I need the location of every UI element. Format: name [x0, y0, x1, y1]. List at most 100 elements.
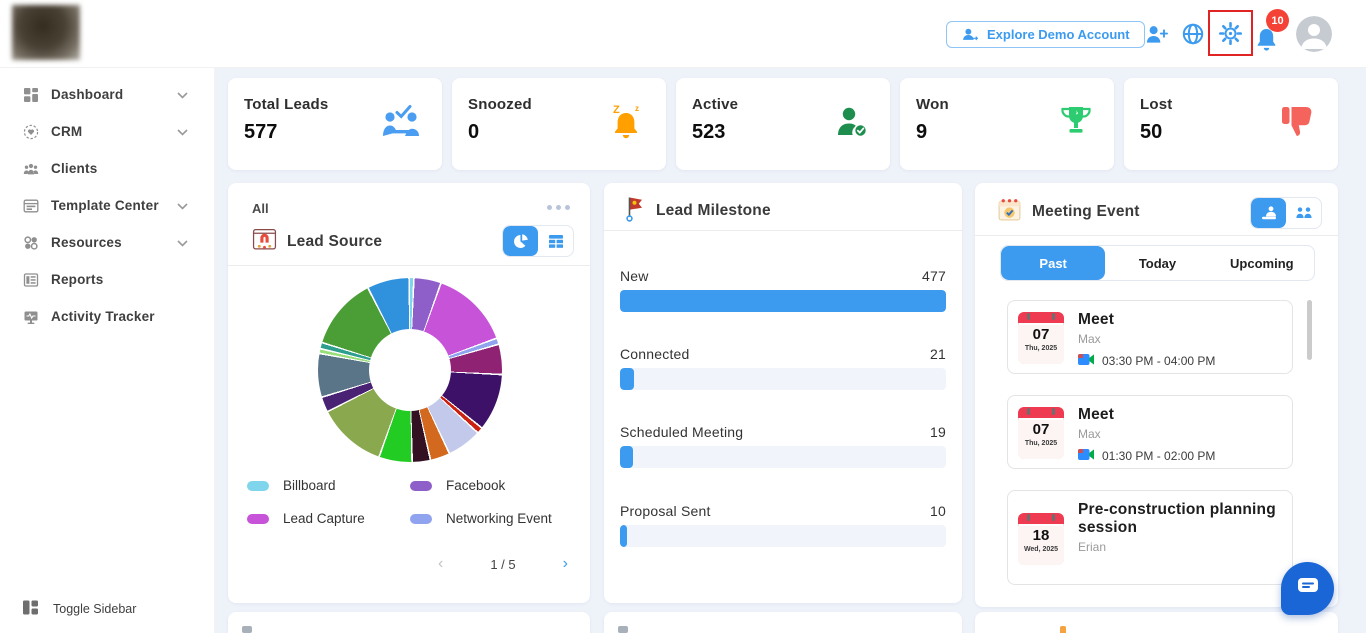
milestone-value: 10 — [930, 503, 946, 519]
milestone-row: Proposal Sent 10 — [620, 503, 946, 547]
sidebar-item-dashboard[interactable]: Dashboard — [0, 76, 214, 113]
sidebar-item-template-center[interactable]: Template Center — [0, 187, 214, 224]
lead-source-menu-button[interactable] — [547, 205, 570, 210]
table-view-button[interactable] — [538, 226, 573, 256]
meeting-person: Max — [1078, 427, 1101, 441]
sidebar-item-label: CRM — [51, 124, 83, 139]
sidebar-item-label: Reports — [51, 272, 104, 287]
tab-past[interactable]: Past — [1001, 246, 1106, 280]
meeting-tabs: Past Today Upcoming — [1000, 245, 1315, 281]
stat-card-lost[interactable]: Lost 50 — [1124, 78, 1338, 170]
meeting-date-label: Thu, 2025 — [1024, 440, 1058, 447]
settings-highlight-box — [1208, 10, 1253, 56]
meeting-list-scrollbar[interactable] — [1307, 300, 1312, 360]
meeting-date-label: Wed, 2025 — [1023, 546, 1059, 553]
google-meet-icon — [1078, 448, 1094, 464]
meeting-person: Erian — [1078, 540, 1107, 554]
company-logo[interactable] — [12, 5, 80, 60]
milestone-bar-fill — [620, 290, 946, 312]
stat-label: Snoozed — [468, 96, 532, 113]
svg-text:Z: Z — [613, 104, 620, 116]
stat-card-total-leads[interactable]: Total Leads 577 — [228, 78, 442, 170]
lost-thumbs-down-icon — [1280, 104, 1318, 145]
stat-value: 0 — [468, 121, 480, 143]
sidebar-item-reports[interactable]: Reports — [0, 261, 214, 298]
milestone-row: Connected 21 — [620, 346, 946, 390]
lead-source-icon — [252, 227, 277, 257]
meeting-item[interactable]: 07 Thu, 2025 Meet Max 03:30 PM - 04:00 P… — [1007, 300, 1293, 374]
meeting-date-icon: 18 Wed, 2025 — [1018, 513, 1064, 565]
pie-view-button[interactable] — [503, 226, 538, 256]
sidebar-item-label: Template Center — [51, 198, 159, 213]
sidebar-item-activity-tracker[interactable]: Activity Tracker — [0, 298, 214, 335]
sidebar-item-clients[interactable]: Clients — [0, 150, 214, 187]
meeting-day: 18 — [1032, 527, 1050, 544]
pagination-prev-arrow[interactable]: ‹ — [438, 555, 444, 572]
sidebar-item-label: Activity Tracker — [51, 309, 155, 324]
milestone-value: 21 — [930, 346, 946, 362]
add-user-icon[interactable] — [1145, 24, 1168, 45]
toggle-sidebar-icon — [22, 599, 39, 619]
explore-demo-account-button[interactable]: Explore Demo Account — [946, 21, 1145, 48]
meeting-day: 07 — [1032, 326, 1050, 343]
toggle-sidebar-button[interactable]: Toggle Sidebar — [22, 599, 136, 619]
clients-icon — [22, 161, 39, 177]
stat-card-active[interactable]: Active 523 — [676, 78, 890, 170]
legend-pagination: ‹ 1 / 5 › — [438, 555, 568, 573]
globe-icon[interactable] — [1182, 23, 1204, 45]
bottom-partial-card — [604, 612, 962, 633]
lead-source-donut[interactable] — [318, 278, 502, 462]
meeting-event-title: Meeting Event — [1032, 203, 1140, 220]
meeting-person: Max — [1078, 332, 1101, 346]
google-meet-icon — [1078, 353, 1094, 369]
milestone-label: Connected — [620, 346, 690, 362]
legend-swatch — [247, 480, 269, 491]
tab-today[interactable]: Today — [1138, 255, 1177, 271]
lead-source-title: Lead Source — [287, 233, 383, 250]
meeting-date-label: Thu, 2025 — [1024, 345, 1058, 352]
chevron-down-icon — [177, 87, 188, 102]
meeting-day: 07 — [1032, 421, 1050, 438]
sidebar-item-label: Dashboard — [51, 87, 124, 102]
meeting-item[interactable]: 07 Thu, 2025 Meet Max 01:30 PM - 02:00 P… — [1007, 395, 1293, 469]
chevron-down-icon — [177, 198, 188, 213]
sidebar-item-crm[interactable]: CRM — [0, 113, 214, 150]
sidebar-item-resources[interactable]: Resources — [0, 224, 214, 261]
milestone-bar-track — [620, 446, 946, 468]
legend-swatch — [247, 513, 269, 524]
lead-source-filter-label[interactable]: All — [252, 201, 269, 216]
meeting-title: Meet — [1078, 406, 1115, 423]
meeting-item[interactable]: 18 Wed, 2025 Pre-construction planning s… — [1007, 490, 1293, 585]
meeting-title: Pre-construction planning session — [1078, 501, 1276, 536]
notification-count-badge: 10 — [1266, 9, 1289, 32]
stat-value: 523 — [692, 121, 726, 143]
chevron-down-icon — [177, 235, 188, 250]
tab-upcoming[interactable]: Upcoming — [1230, 255, 1294, 271]
template-center-icon — [22, 198, 39, 214]
milestone-label: Scheduled Meeting — [620, 424, 744, 440]
meeting-view-toggle — [1250, 197, 1322, 229]
reports-icon — [22, 272, 39, 288]
toggle-sidebar-label: Toggle Sidebar — [53, 602, 137, 616]
meeting-people-view-button[interactable] — [1286, 198, 1321, 228]
partial-card-icon — [618, 626, 628, 633]
chat-fab-button[interactable] — [1281, 562, 1334, 615]
partial-card-icon — [242, 626, 252, 633]
resources-icon — [22, 235, 39, 251]
top-header: Explore Demo Account 10 — [0, 0, 1366, 68]
stat-card-won[interactable]: Won 9 — [900, 78, 1114, 170]
lead-source-view-toggle — [502, 225, 574, 257]
pagination-next-arrow[interactable]: › — [562, 555, 568, 572]
meeting-event-calendar-icon — [997, 197, 1022, 227]
notifications-bell-icon[interactable] — [1256, 28, 1277, 51]
stat-label: Total Leads — [244, 96, 329, 113]
meeting-list-view-button[interactable] — [1251, 198, 1286, 228]
partial-card-icon — [1060, 626, 1066, 633]
user-avatar[interactable] — [1296, 16, 1332, 52]
milestone-label: Proposal Sent — [620, 503, 711, 519]
crm-icon — [22, 124, 39, 140]
settings-gear-icon[interactable] — [1219, 22, 1242, 45]
